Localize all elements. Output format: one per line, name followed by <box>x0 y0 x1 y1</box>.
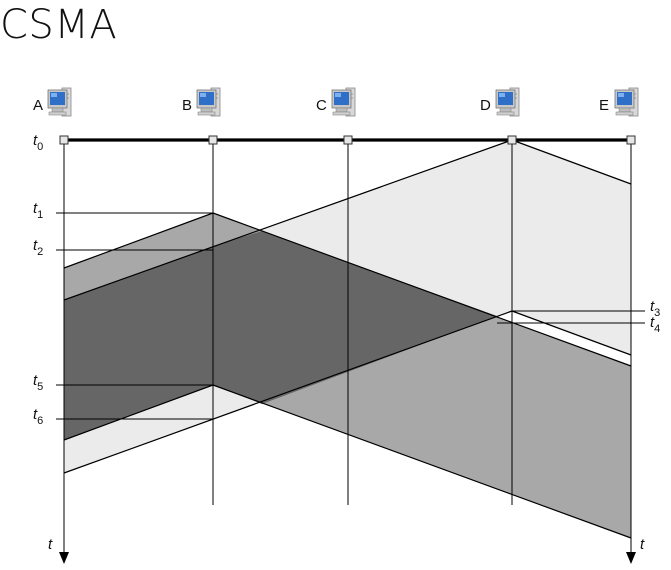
station-label-e: E <box>599 97 609 114</box>
time-arrow-left <box>59 552 69 564</box>
page-title: CSMA <box>0 2 118 48</box>
time-label-t2: t2 <box>33 237 43 258</box>
bus-tap-a <box>59 135 69 145</box>
time-label-t1: t1 <box>33 200 43 221</box>
time-label-t0: t0 <box>33 132 43 153</box>
wavefront-b-start-left <box>63 212 214 269</box>
bus-taps <box>59 135 636 145</box>
computer-icon <box>196 87 221 117</box>
wavefront-d-start-left <box>63 139 513 301</box>
wavefront-b-end-left <box>63 384 214 441</box>
bus-tap-b <box>208 135 218 145</box>
station-label-b: B <box>182 97 192 114</box>
bus-tap-e <box>626 135 636 145</box>
station-label-a: A <box>33 97 43 114</box>
time-label-t5: t5 <box>33 372 43 393</box>
wavefront-d-end-left <box>63 310 513 474</box>
time-arrow-right <box>626 552 636 564</box>
wavefront-d-start-right <box>511 139 632 185</box>
time-label-t4: t4 <box>650 314 660 335</box>
computer-icon <box>495 87 520 117</box>
time-marker-lines <box>56 212 645 420</box>
wavefront-b-start-right <box>212 212 632 367</box>
time-label-t6: t6 <box>33 406 43 427</box>
wavefront-d-end-right <box>511 310 632 356</box>
computer-icon <box>614 87 639 117</box>
collision-region-dark <box>64 231 497 440</box>
bus-tap-d <box>507 135 517 145</box>
wavefront-lines <box>63 139 632 539</box>
station-label-c: C <box>316 97 327 114</box>
bus-tap-c <box>343 135 353 145</box>
time-axis-label-left: t <box>48 536 53 553</box>
wavefront-b-end-right <box>212 384 632 539</box>
station-label-d: D <box>480 97 491 114</box>
time-axis-label-right: t <box>640 536 645 553</box>
station-timelines <box>63 140 632 552</box>
computer-icon <box>331 87 356 117</box>
computer-icon <box>47 87 72 117</box>
time-label-t3: t3 <box>650 298 660 319</box>
